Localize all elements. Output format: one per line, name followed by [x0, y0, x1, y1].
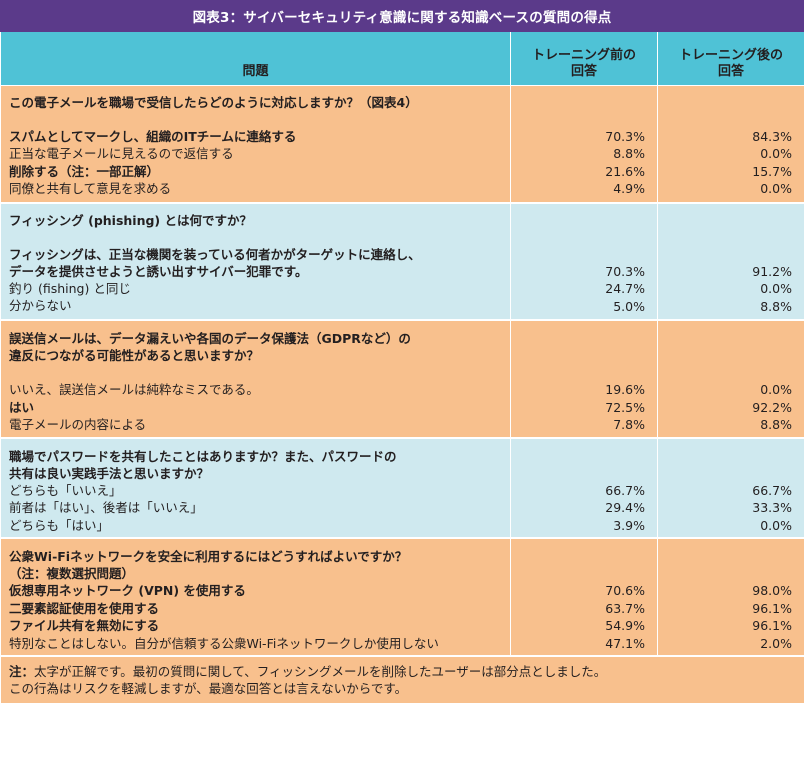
- answer-option: どちらも「いいえ」: [9, 482, 122, 498]
- question-text: 公衆Wi-Fiネットワークを安全に利用するにはどうすればよいですか？ （注：複数…: [9, 549, 408, 581]
- answer-option: 電子メールの内容による: [9, 417, 147, 432]
- answer-option: 釣り (fishing) と同じ: [9, 280, 131, 296]
- before-cell: 66.7% 29.4% 3.9%: [510, 437, 658, 539]
- answer-option: スパムとしてマークし、組織のITチームに連絡する: [9, 128, 297, 144]
- after-value: 66.7%: [752, 482, 792, 498]
- before-value: 66.7%: [605, 482, 645, 498]
- question-text: フィッシング (phishing) とは何ですか？: [9, 212, 252, 228]
- before-value: 29.4%: [605, 500, 645, 515]
- header-question: 問題: [0, 32, 511, 86]
- question-text: 誤送信メールは、データ漏えいや各国のデータ保護法（GDPRなど）の 違反につなが…: [9, 331, 411, 363]
- after-value: 0.0%: [760, 382, 792, 397]
- question-cell: 職場でパスワードを共有したことはありますか？また、パスワードの 共有は良い実践手…: [0, 437, 511, 539]
- before-value: 3.9%: [613, 517, 645, 533]
- note-cell: 注：太字が正解です。最初の質問に関して、フィッシングメールを削除したユーザーは部…: [0, 655, 804, 703]
- answer-option: ファイル共有を無効にする: [9, 618, 160, 633]
- question-cell: 誤送信メールは、データ漏えいや各国のデータ保護法（GDPRなど）の 違反につなが…: [0, 320, 511, 439]
- after-cell: 98.0% 96.1% 96.1% 2.0%: [657, 538, 804, 657]
- before-value: 7.8%: [613, 417, 645, 432]
- answer-option: はい: [9, 399, 35, 415]
- answer-option: 分からない: [9, 298, 72, 313]
- before-cell: 19.6% 72.5% 7.8%: [510, 320, 658, 439]
- question-cell: 公衆Wi-Fiネットワークを安全に利用するにはどうすればよいですか？ （注：複数…: [0, 538, 511, 657]
- after-cell: 91.2% 0.0% 8.8%: [657, 202, 804, 321]
- note: 注：太字が正解です。最初の質問に関して、フィッシングメールを削除したユーザーは部…: [1, 657, 804, 703]
- answer-option: 特別なことはしない。自分が信頼する公衆Wi-Fiネットワークしか使用しない: [9, 635, 439, 651]
- answer-option: どちらも「はい」: [9, 517, 110, 533]
- question-text: 職場でパスワードを共有したことはありますか？また、パスワードの 共有は良い実践手…: [9, 448, 397, 481]
- header-before-label: トレーニング前の 回答: [531, 47, 636, 79]
- question-cell: この電子メールを職場で受信したらどのように対応しますか？（図表4） スパムとしてマ…: [0, 85, 511, 204]
- after-value: 98.0%: [752, 583, 792, 598]
- after-value: 0.0%: [760, 181, 792, 196]
- question-cell: フィッシング (phishing) とは何ですか？ フィッシングは、正当な機関を装…: [0, 202, 511, 321]
- note-row: 注：太字が正解です。最初の質問に関して、フィッシングメールを削除したユーザーは部…: [0, 655, 804, 703]
- before-value: 54.9%: [605, 618, 645, 633]
- after-value: 0.0%: [760, 517, 792, 533]
- before-value: 4.9%: [613, 181, 645, 196]
- before-value: 70.3%: [605, 263, 645, 279]
- before-cell: 70.3% 24.7% 5.0%: [510, 202, 658, 321]
- question-text: この電子メールを職場で受信したらどのように対応しますか？（図表4）: [9, 94, 418, 110]
- before-value: 70.6%: [605, 583, 645, 598]
- before-value: 47.1%: [605, 635, 645, 651]
- after-value: 2.0%: [760, 635, 792, 651]
- answer-option: 仮想専用ネットワーク (VPN) を使用する: [9, 583, 246, 598]
- answer-option: 前者は「はい」、後者は「いいえ」: [9, 500, 203, 515]
- header-after-label: トレーニング後の 回答: [678, 47, 783, 79]
- before-value: 70.3%: [605, 128, 645, 144]
- header-before: トレーニング前の 回答: [510, 32, 658, 86]
- question-section: 職場でパスワードを共有したことはありますか？また、パスワードの 共有は良い実践手…: [0, 437, 804, 539]
- before-value: 5.0%: [613, 298, 645, 314]
- figure-title: 図表3：サイバーセキュリティ意識に関する知識ベースの質問の得点: [0, 0, 804, 32]
- after-value: 91.2%: [752, 263, 792, 279]
- header-after: トレーニング後の 回答: [657, 32, 804, 86]
- before-value: 8.8%: [613, 146, 645, 161]
- after-value: 0.0%: [760, 146, 792, 161]
- before-value: 21.6%: [605, 163, 645, 179]
- answer-option: 二要素認証使用を使用する: [9, 600, 160, 616]
- after-value: 84.3%: [752, 128, 792, 144]
- after-value: 92.2%: [752, 399, 792, 415]
- table-header-row: 問題 トレーニング前の 回答 トレーニング後の 回答: [0, 32, 804, 86]
- before-cell: 70.6% 63.7% 54.9% 47.1%: [510, 538, 658, 657]
- answer-option: 削除する（注：一部正解）: [9, 163, 160, 179]
- before-value: 24.7%: [605, 281, 645, 296]
- before-value: 19.6%: [605, 382, 645, 397]
- question-section: この電子メールを職場で受信したらどのように対応しますか？（図表4） スパムとしてマ…: [0, 85, 804, 204]
- answer-option: フィッシングは、正当な機関を装っている何者かがターゲットに連絡し、 データを提供…: [9, 246, 421, 279]
- note-text: 太字が正解です。最初の質問に関して、フィッシングメールを削除したユーザーは部分点…: [9, 664, 607, 696]
- after-cell: 66.7% 33.3% 0.0%: [657, 437, 804, 539]
- after-value: 0.0%: [760, 281, 792, 296]
- before-cell: 70.3% 8.8% 21.6% 4.9%: [510, 85, 658, 204]
- question-section: フィッシング (phishing) とは何ですか？ フィッシングは、正当な機関を装…: [0, 202, 804, 321]
- question-section: 公衆Wi-Fiネットワークを安全に利用するにはどうすればよいですか？ （注：複数…: [0, 538, 804, 657]
- after-value: 8.8%: [760, 417, 792, 432]
- before-value: 72.5%: [605, 399, 645, 415]
- answer-option: いいえ、誤送信メールは純粋なミスである。: [9, 382, 259, 397]
- survey-table: 問題 トレーニング前の 回答 トレーニング後の 回答 この電子メールを職場で受信…: [0, 32, 804, 703]
- answer-option: 正当な電子メールに見えるので返信する: [9, 146, 234, 161]
- question-section: 誤送信メールは、データ漏えいや各国のデータ保護法（GDPRなど）の 違反につなが…: [0, 320, 804, 439]
- after-cell: 0.0% 92.2% 8.8%: [657, 320, 804, 439]
- after-cell: 84.3% 0.0% 15.7% 0.0%: [657, 85, 804, 204]
- answer-option: 同僚と共有して意見を求める: [9, 181, 172, 196]
- after-value: 96.1%: [752, 600, 792, 616]
- before-value: 63.7%: [605, 600, 645, 616]
- after-value: 8.8%: [760, 298, 792, 314]
- note-label: 注：: [9, 664, 35, 679]
- after-value: 15.7%: [752, 163, 792, 179]
- after-value: 96.1%: [752, 618, 792, 633]
- table-body: この電子メールを職場で受信したらどのように対応しますか？（図表4） スパムとしてマ…: [0, 85, 804, 657]
- after-value: 33.3%: [752, 500, 792, 515]
